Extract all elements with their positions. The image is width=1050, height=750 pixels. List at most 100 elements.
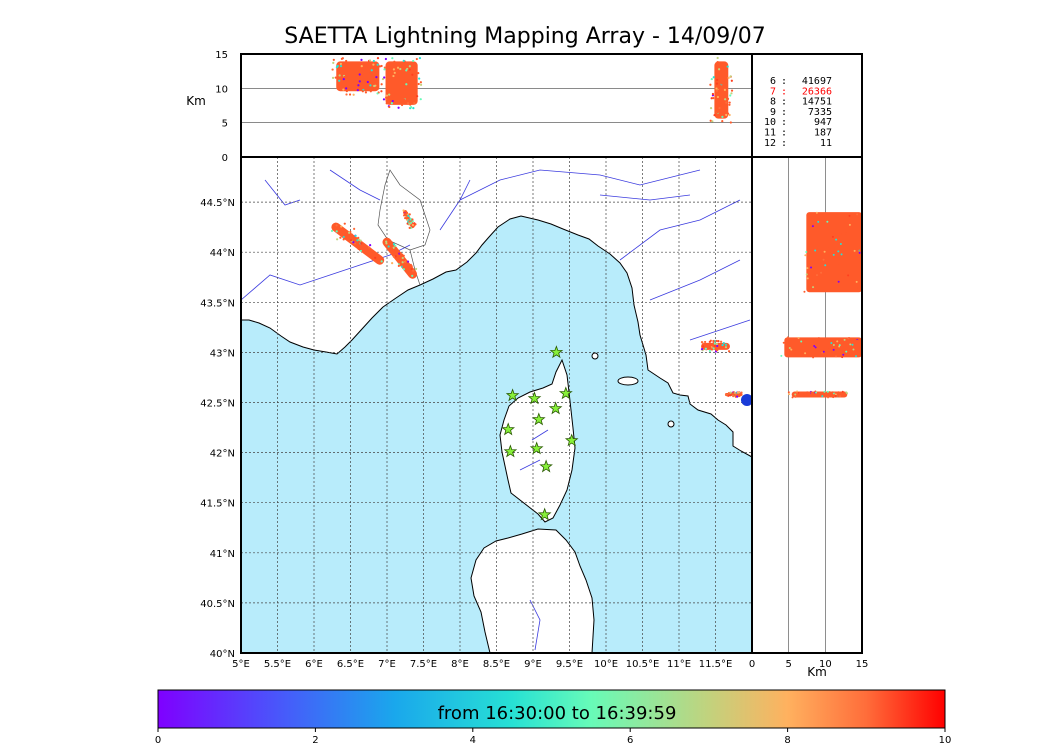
flash-point xyxy=(342,238,345,241)
flash-point xyxy=(358,238,361,241)
altitude-point xyxy=(715,87,718,90)
station-star xyxy=(539,459,553,473)
count-value: 7335 xyxy=(808,107,832,118)
station-star xyxy=(505,388,520,402)
count-value: 41697 xyxy=(802,76,832,87)
flash-point xyxy=(385,240,388,243)
flash-point xyxy=(712,339,715,343)
altitude-point xyxy=(341,57,344,60)
lon-tick-label: 9.5°E xyxy=(556,659,583,670)
lat-alt-point xyxy=(826,347,829,350)
flash-point xyxy=(353,227,356,230)
lat-alt-point xyxy=(794,393,797,396)
flash-point xyxy=(403,212,407,215)
lat-alt-point xyxy=(796,352,799,355)
altitude-point xyxy=(709,119,712,122)
flash-point xyxy=(353,242,357,245)
altitude-point xyxy=(339,62,342,66)
lat-alt-point xyxy=(807,218,810,221)
altitude-point xyxy=(409,105,413,109)
lat-alt-tick-label: 10 xyxy=(819,659,832,670)
flash-point xyxy=(392,246,395,249)
altitude-gridlines xyxy=(241,88,752,123)
altitude-point xyxy=(367,71,370,75)
elba-island xyxy=(617,376,639,386)
altitude-point xyxy=(419,83,423,86)
lat-alt-point xyxy=(856,216,859,219)
flash-point xyxy=(713,344,717,348)
count-separator: : xyxy=(781,138,787,149)
flash-point xyxy=(737,391,741,394)
altitude-point xyxy=(393,71,396,74)
flash-point xyxy=(738,394,741,398)
altitude-point xyxy=(730,79,733,82)
altitude-point xyxy=(716,114,720,117)
count-separator: : xyxy=(781,97,787,108)
flash-cluster xyxy=(382,237,418,279)
lat-alt-point xyxy=(824,264,827,267)
altitude-point xyxy=(372,63,375,66)
altitude-point xyxy=(372,59,375,63)
sensor-marker xyxy=(741,394,752,406)
altitude-point xyxy=(342,78,345,81)
altitude-point xyxy=(715,89,719,92)
altitude-point xyxy=(716,56,719,60)
flash-point xyxy=(736,395,739,398)
lat-alt-point xyxy=(845,232,848,235)
flash-point xyxy=(406,265,409,269)
lat-alt-point xyxy=(853,249,856,252)
lat-alt-tick-label: 0 xyxy=(749,659,755,670)
lon-tick-label: 8°E xyxy=(451,659,469,670)
count-station-number: 12 xyxy=(764,138,776,149)
flash-point xyxy=(716,349,719,352)
lon-tick-label: 5.5°E xyxy=(264,659,291,670)
flash-point xyxy=(727,350,731,353)
lat-alt-point xyxy=(837,343,840,346)
altitude-point xyxy=(417,72,420,75)
flash-point xyxy=(390,247,394,250)
lat-alt-point xyxy=(818,338,821,341)
lat-alt-point xyxy=(786,336,789,339)
altitude-point xyxy=(380,90,383,93)
colorbar-gradient xyxy=(157,689,946,729)
altitude-cluster xyxy=(709,56,734,124)
altitude-point xyxy=(358,80,361,83)
lat-alt-point xyxy=(807,342,810,345)
flash-point xyxy=(701,345,705,348)
count-separator: : xyxy=(781,86,787,97)
flash-point xyxy=(394,255,397,258)
flash-point xyxy=(385,242,388,245)
altitude-point xyxy=(364,91,368,94)
altitude-point xyxy=(388,105,391,109)
lat-alt-point xyxy=(834,355,837,358)
altitude-point xyxy=(712,76,715,79)
flash-point xyxy=(369,243,372,247)
lat-alt-point xyxy=(797,337,800,340)
flash-point xyxy=(405,217,408,220)
flash-point xyxy=(330,229,334,233)
flash-point xyxy=(396,256,399,259)
station-star xyxy=(531,412,546,426)
lon-tick-label: 10°E xyxy=(594,659,618,670)
flash-point xyxy=(357,236,360,239)
lat-alt-point xyxy=(822,258,825,261)
flash-cluster xyxy=(724,391,743,398)
altitude-point xyxy=(724,70,727,73)
lat-alt-point xyxy=(813,344,816,347)
lat-alt-point xyxy=(806,267,809,270)
flash-point xyxy=(392,243,396,246)
lat-alt-point xyxy=(848,214,851,217)
lat-tick-label: 44°N xyxy=(210,248,235,259)
flash-point xyxy=(731,392,734,395)
lat-alt-tick-label: 5 xyxy=(785,659,791,670)
altitude-point xyxy=(714,69,717,72)
lat-alt-point xyxy=(805,250,808,253)
altitude-point xyxy=(360,62,364,65)
altitude-point xyxy=(402,59,405,62)
altitude-point xyxy=(345,90,348,93)
flash-point xyxy=(412,269,415,272)
lon-tick-label: 6°E xyxy=(305,659,323,670)
station-star xyxy=(558,386,573,400)
altitude-point xyxy=(331,76,335,79)
